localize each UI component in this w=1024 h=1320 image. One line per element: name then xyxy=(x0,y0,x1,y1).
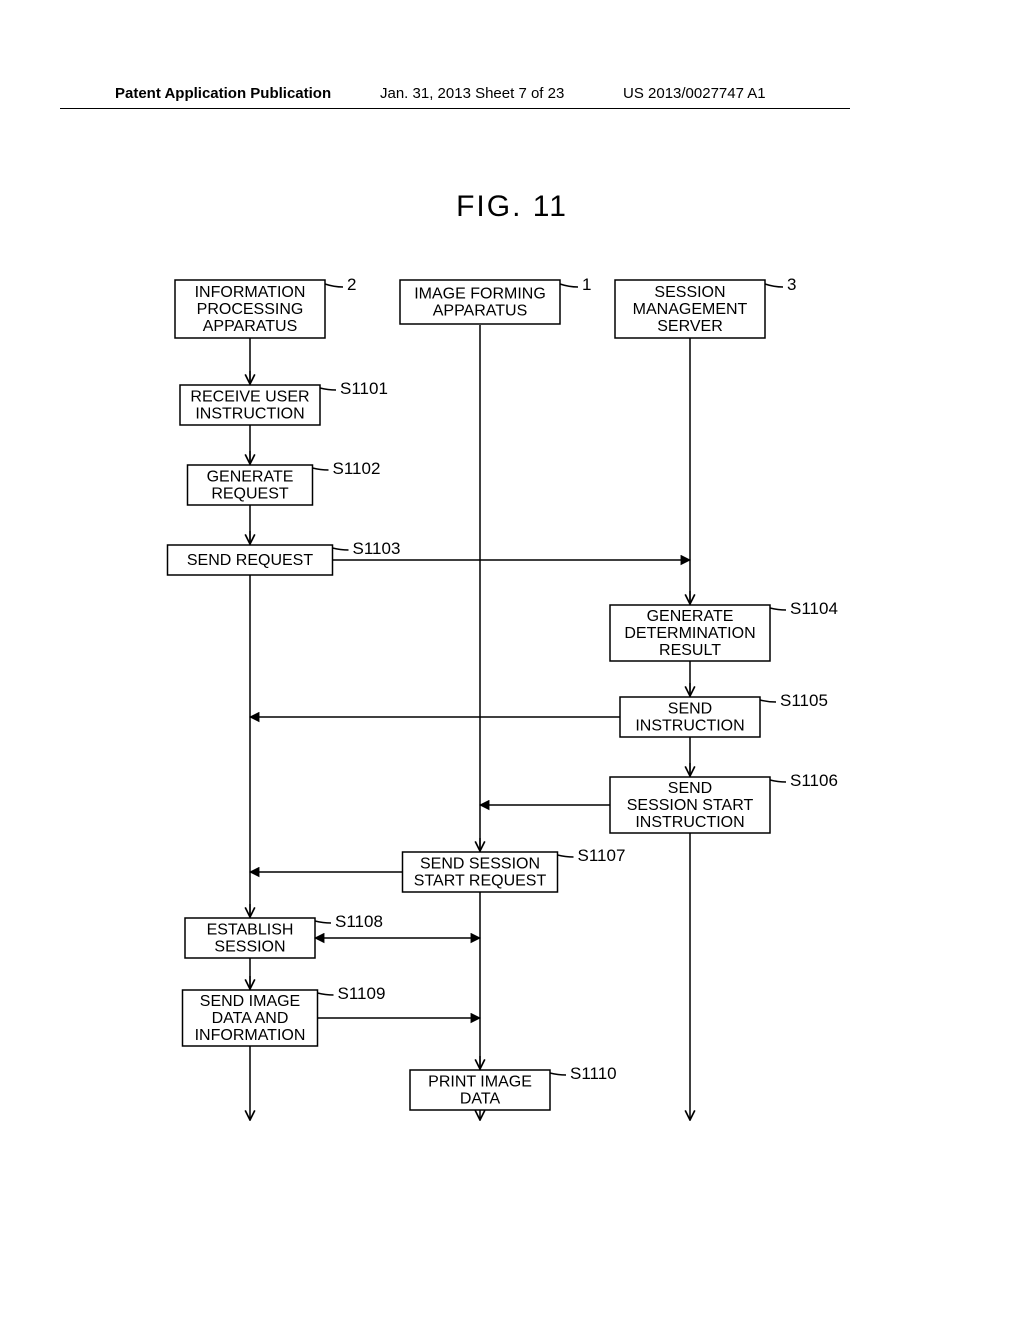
svg-text:DETERMINATION: DETERMINATION xyxy=(624,625,755,642)
svg-text:1: 1 xyxy=(582,275,591,294)
svg-text:2: 2 xyxy=(347,275,356,294)
header-left: Patent Application Publication xyxy=(115,85,331,102)
svg-text:INFORMATION: INFORMATION xyxy=(195,1027,306,1044)
header-rule xyxy=(60,108,850,109)
header-mid: Jan. 31, 2013 Sheet 7 of 23 xyxy=(380,85,564,102)
svg-text:S1110: S1110 xyxy=(570,1064,617,1083)
svg-text:REQUEST: REQUEST xyxy=(211,486,289,503)
svg-text:S1109: S1109 xyxy=(338,984,386,1003)
svg-text:SERVER: SERVER xyxy=(657,318,723,335)
svg-text:3: 3 xyxy=(787,275,796,294)
svg-text:SESSION START: SESSION START xyxy=(627,797,754,814)
page: Patent Application Publication Jan. 31, … xyxy=(0,0,1024,1320)
header-right: US 2013/0027747 A1 xyxy=(623,85,766,102)
svg-text:ESTABLISH: ESTABLISH xyxy=(207,922,294,939)
svg-text:S1107: S1107 xyxy=(578,846,626,865)
svg-text:IMAGE FORMING: IMAGE FORMING xyxy=(414,286,546,303)
svg-text:START REQUEST: START REQUEST xyxy=(414,873,547,890)
svg-text:APPARATUS: APPARATUS xyxy=(433,303,528,320)
svg-text:S1104: S1104 xyxy=(790,599,838,618)
svg-text:DATA: DATA xyxy=(460,1091,501,1108)
sequence-diagram: INFORMATIONPROCESSINGAPPARATUS2IMAGE FOR… xyxy=(120,270,850,1150)
svg-text:SEND SESSION: SEND SESSION xyxy=(420,856,540,873)
svg-text:SEND: SEND xyxy=(668,701,712,718)
svg-text:S1103: S1103 xyxy=(353,539,401,558)
svg-text:SEND REQUEST: SEND REQUEST xyxy=(187,552,313,569)
svg-text:SESSION: SESSION xyxy=(214,939,285,956)
svg-text:DATA AND: DATA AND xyxy=(212,1010,289,1027)
svg-text:MANAGEMENT: MANAGEMENT xyxy=(633,301,748,318)
svg-text:APPARATUS: APPARATUS xyxy=(203,318,298,335)
svg-text:INSTRUCTION: INSTRUCTION xyxy=(635,814,744,831)
svg-text:S1105: S1105 xyxy=(780,691,828,710)
svg-text:RESULT: RESULT xyxy=(659,642,721,659)
svg-text:SEND IMAGE: SEND IMAGE xyxy=(200,993,300,1010)
svg-text:SEND: SEND xyxy=(668,780,712,797)
svg-text:PRINT IMAGE: PRINT IMAGE xyxy=(428,1074,532,1091)
svg-text:S1106: S1106 xyxy=(790,771,838,790)
svg-text:S1102: S1102 xyxy=(333,459,381,478)
svg-text:GENERATE: GENERATE xyxy=(647,608,734,625)
svg-text:RECEIVE USER: RECEIVE USER xyxy=(190,389,309,406)
svg-text:S1101: S1101 xyxy=(340,379,388,398)
svg-text:INSTRUCTION: INSTRUCTION xyxy=(195,406,304,423)
svg-text:GENERATE: GENERATE xyxy=(207,469,294,486)
svg-text:INSTRUCTION: INSTRUCTION xyxy=(635,718,744,735)
figure-title: FIG. 11 xyxy=(0,190,1024,224)
svg-text:S1108: S1108 xyxy=(335,912,383,931)
svg-text:SESSION: SESSION xyxy=(654,284,725,301)
svg-text:PROCESSING: PROCESSING xyxy=(197,301,304,318)
svg-text:INFORMATION: INFORMATION xyxy=(195,284,306,301)
